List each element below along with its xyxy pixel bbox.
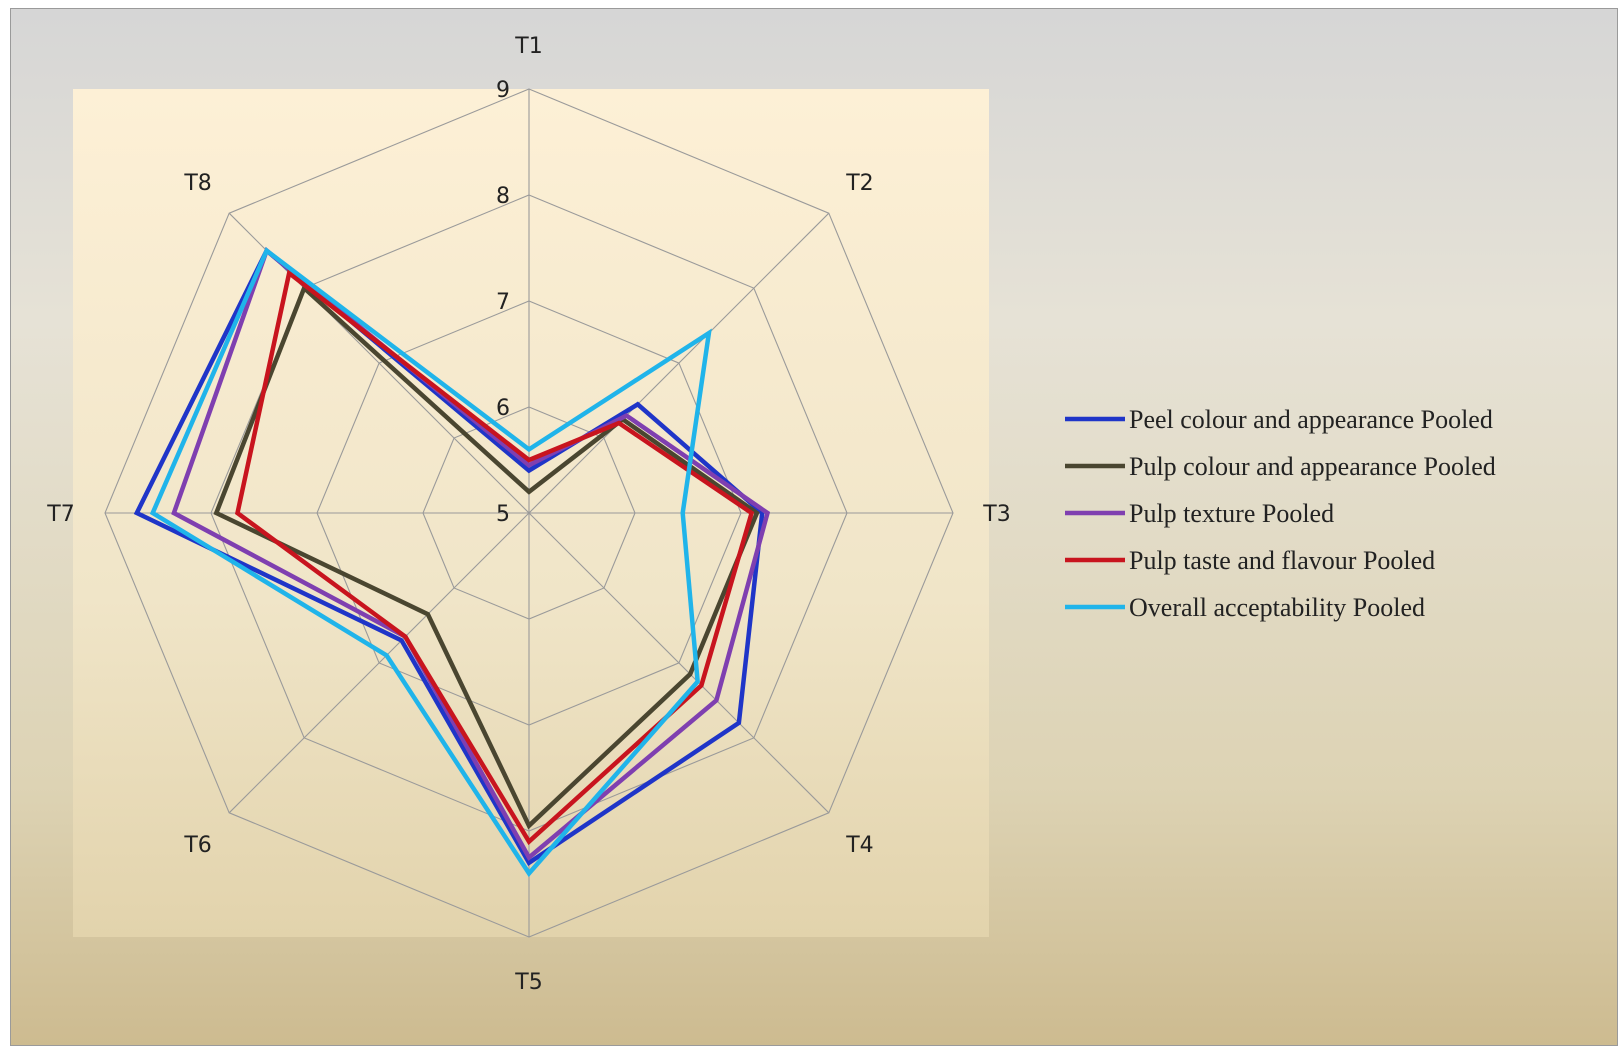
radial-tick-label: 5 — [496, 502, 510, 527]
axis-label-t1: T1 — [514, 34, 542, 59]
radar-labels: 5 6 7 8 9T1 T2 T3 T4 T5 T6 T7 T8 — [46, 34, 1010, 995]
radar-chart: 5 6 7 8 9T1 T2 T3 T4 T5 T6 T7 T8 Peel colour and ap… — [46, 34, 1496, 995]
series-line-2 — [213, 284, 760, 830]
series-line-3 — [171, 246, 771, 861]
series-line-4 — [234, 269, 755, 846]
legend-label-2: Pulp colour and appearance Pooled — [1129, 452, 1496, 481]
legend-label-4: Pulp taste and flavour Pooled — [1129, 546, 1435, 575]
radial-tick-label: 8 — [496, 184, 510, 209]
series-line-1 — [133, 247, 765, 867]
legend: Peel colour and appearance Pooled Pulp co… — [1065, 405, 1496, 622]
radial-tick-label: 7 — [496, 290, 510, 315]
grid-spoke — [528, 212, 830, 514]
grid-spoke — [528, 512, 830, 814]
series-line-5 — [149, 247, 712, 878]
axis-label-t2: T2 — [845, 171, 873, 196]
radial-tick-label: 9 — [496, 78, 510, 103]
grid-spoke — [228, 512, 530, 814]
axis-label-t4: T4 — [845, 833, 873, 858]
chart-frame: 5 6 7 8 9 T1 T2 T3 T4 T5 T6 T7 T8 Peel colour and ap… — [10, 8, 1618, 1046]
axis-label-t7: T7 — [46, 502, 74, 527]
radial-tick-label: 6 — [496, 396, 510, 421]
axis-label-t3: T3 — [982, 502, 1010, 527]
axis-label-t6: T6 — [183, 833, 211, 858]
radar-grid — [104, 88, 954, 938]
legend-label-1: Peel colour and appearance Pooled — [1129, 405, 1493, 434]
axis-label-t5: T5 — [514, 970, 542, 995]
radar-series — [133, 246, 771, 878]
axis-label-t8: T8 — [183, 171, 211, 196]
legend-label-5: Overall acceptability Pooled — [1129, 593, 1425, 622]
legend-label-3: Pulp texture Pooled — [1129, 499, 1334, 528]
